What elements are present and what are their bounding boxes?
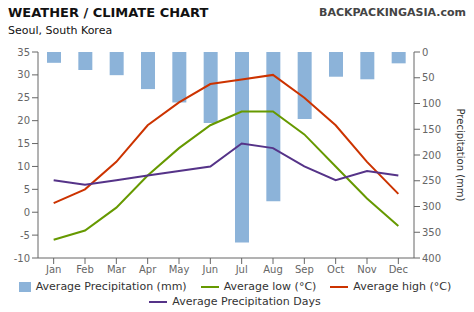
svg-text:Jan: Jan: [45, 264, 61, 275]
svg-text:Sep: Sep: [295, 264, 314, 275]
svg-text:Oct: Oct: [327, 264, 344, 275]
svg-text:350: 350: [422, 227, 441, 238]
svg-text:20: 20: [17, 115, 30, 126]
svg-text:Jun: Jun: [202, 264, 219, 275]
svg-text:0: 0: [24, 207, 30, 218]
svg-text:150: 150: [422, 124, 441, 135]
svg-text:15: 15: [17, 138, 30, 149]
svg-text:25: 25: [17, 92, 30, 103]
svg-text:5: 5: [24, 184, 30, 195]
svg-text:-10: -10: [14, 253, 30, 264]
html-text:BACKPACKINGASIA.com: BACKPACKINGASIA.com: [319, 6, 466, 19]
svg-text:Nov: Nov: [357, 264, 377, 275]
svg-text:250: 250: [422, 175, 441, 186]
svg-text:Mar: Mar: [107, 264, 127, 275]
html-text:Average Precipitation (mm): Average Precipitation (mm): [35, 280, 187, 293]
html-text:Seoul, South Korea: Seoul, South Korea: [8, 24, 113, 37]
svg-text:50: 50: [422, 72, 435, 83]
svg-text:10: 10: [17, 161, 30, 172]
svg-text:100: 100: [422, 98, 441, 109]
html-text:Average Precipitation Days: Average Precipitation Days: [172, 295, 321, 308]
svg-text:0: 0: [422, 47, 428, 58]
html-text:Average high (°C): Average high (°C): [353, 280, 452, 293]
svg-text:Apr: Apr: [139, 264, 157, 275]
svg-text:300: 300: [422, 201, 441, 212]
svg-text:Aug: Aug: [263, 264, 283, 275]
svg-text:200: 200: [422, 150, 441, 161]
svg-text:Dec: Dec: [389, 264, 408, 275]
svg-text:May: May: [169, 264, 190, 275]
svg-text:35: 35: [17, 47, 30, 58]
html-text:Average low (°C): Average low (°C): [223, 280, 317, 293]
svg-text:Feb: Feb: [76, 264, 94, 275]
svg-text:-5: -5: [20, 230, 30, 241]
svg-text:30: 30: [17, 69, 30, 80]
svg-text:Jul: Jul: [235, 264, 248, 275]
svg-text:Precipitation (mm): Precipitation (mm): [455, 109, 466, 202]
svg-text:400: 400: [422, 253, 441, 264]
html-text:WEATHER / CLIMATE CHART: WEATHER / CLIMATE CHART: [8, 5, 209, 20]
